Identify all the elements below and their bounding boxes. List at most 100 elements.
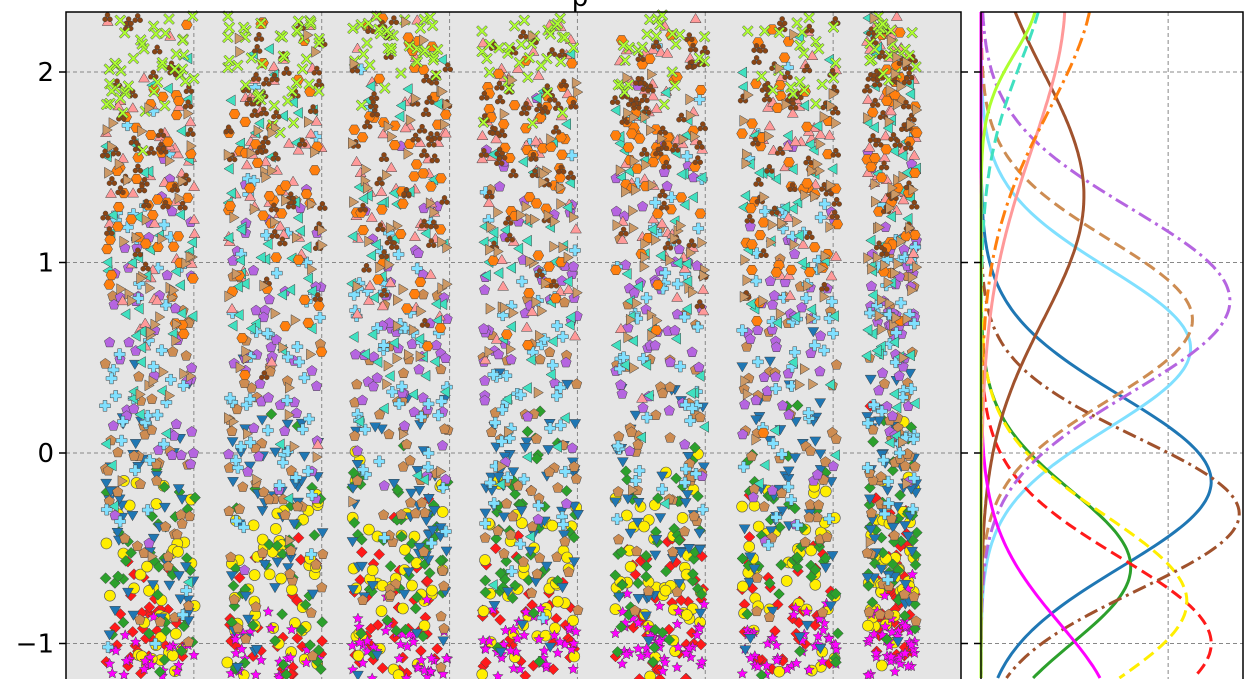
data-point	[151, 194, 164, 205]
data-point	[551, 646, 564, 658]
data-point	[356, 656, 369, 669]
data-point	[694, 208, 707, 219]
data-point	[265, 408, 278, 420]
data-point	[560, 485, 573, 497]
data-point	[894, 27, 906, 38]
data-point	[632, 616, 645, 628]
data-point	[134, 568, 147, 581]
data-point	[138, 663, 151, 675]
data-point	[170, 627, 182, 640]
data-point	[522, 340, 534, 351]
data-point	[375, 605, 388, 617]
data-point	[479, 574, 492, 587]
data-point	[886, 558, 899, 571]
data-point	[554, 635, 566, 647]
data-point	[167, 241, 180, 252]
data-point	[299, 598, 312, 611]
data-point	[640, 560, 653, 573]
data-point	[229, 633, 242, 645]
data-point	[269, 523, 282, 535]
data-point	[251, 157, 264, 168]
data-point	[400, 672, 413, 679]
data-point	[909, 622, 921, 635]
data-point	[671, 661, 683, 673]
data-point	[521, 425, 534, 438]
data-point	[286, 583, 298, 596]
data-point	[300, 188, 313, 200]
data-point	[567, 663, 580, 675]
data-point	[808, 242, 821, 253]
data-point	[881, 633, 893, 646]
data-point	[675, 594, 687, 607]
data-point	[292, 254, 305, 265]
data-point	[686, 575, 699, 587]
data-point	[406, 537, 418, 550]
data-point	[681, 609, 693, 621]
data-point	[766, 632, 779, 644]
data-point	[500, 555, 513, 568]
data-point	[610, 264, 622, 276]
data-point	[277, 658, 290, 671]
data-point	[519, 670, 532, 679]
data-point	[910, 127, 923, 138]
data-point	[695, 84, 707, 96]
data-point	[109, 606, 122, 617]
data-point	[611, 646, 624, 658]
data-point	[106, 667, 119, 679]
data-point	[129, 439, 142, 450]
data-point	[279, 321, 292, 332]
data-point	[823, 632, 835, 644]
data-point	[99, 572, 112, 585]
y-tick-label: 1	[37, 249, 54, 279]
data-point	[632, 577, 644, 590]
data-point	[221, 656, 234, 669]
data-point	[620, 465, 632, 478]
data-point	[173, 95, 185, 107]
data-point	[477, 605, 490, 617]
data-point	[126, 626, 139, 638]
data-point	[523, 288, 535, 299]
data-point	[434, 322, 447, 334]
data-point	[757, 427, 770, 438]
data-point	[477, 634, 489, 646]
data-point	[817, 624, 830, 636]
data-point	[789, 502, 801, 515]
data-point	[830, 643, 843, 655]
data-point	[659, 584, 672, 597]
data-points	[99, 9, 923, 679]
data-point	[641, 648, 654, 660]
data-point	[898, 609, 911, 622]
data-point	[394, 228, 407, 240]
data-point	[652, 279, 664, 290]
data-point	[902, 660, 915, 672]
data-point	[775, 559, 788, 571]
data-point	[633, 673, 646, 679]
data-point	[875, 659, 888, 672]
data-point	[899, 619, 912, 632]
data-point	[675, 192, 688, 203]
data-point	[494, 567, 507, 580]
data-point	[373, 73, 386, 84]
data-point	[780, 575, 793, 587]
data-point	[501, 329, 513, 340]
density-panel	[974, 11, 1244, 679]
data-point	[514, 663, 527, 675]
data-point	[437, 667, 449, 679]
data-point	[244, 183, 256, 194]
data-point	[384, 560, 397, 573]
data-point	[269, 634, 281, 647]
data-point	[746, 239, 758, 250]
data-point	[105, 270, 118, 281]
data-point	[909, 167, 921, 178]
data-point	[247, 519, 260, 532]
data-point	[656, 626, 669, 639]
data-point	[418, 664, 431, 676]
data-point	[609, 603, 622, 616]
data-point	[256, 533, 269, 546]
data-point	[172, 545, 184, 558]
data-point	[906, 568, 919, 580]
data-point	[530, 198, 543, 209]
data-point	[348, 124, 361, 135]
data-point	[276, 548, 289, 561]
data-point	[653, 599, 666, 611]
